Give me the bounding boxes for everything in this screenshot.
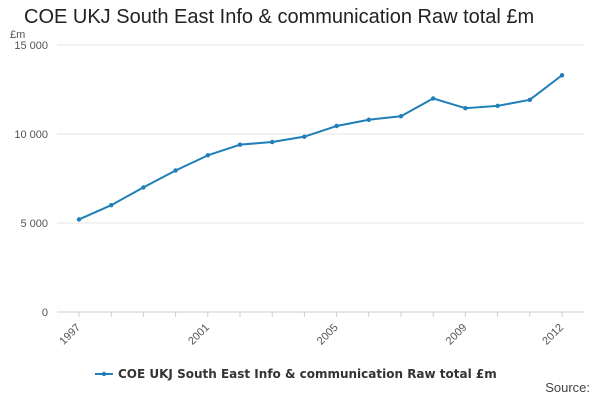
chart-title: COE UKJ South East Info & communication … bbox=[24, 6, 535, 28]
series-line bbox=[78, 74, 563, 221]
data-point bbox=[205, 153, 210, 158]
data-point bbox=[270, 139, 275, 145]
x-tick-label: 1997 bbox=[57, 322, 83, 348]
data-point bbox=[559, 73, 565, 78]
data-point bbox=[302, 134, 307, 139]
legend[interactable]: COE UKJ South East Info & communication … bbox=[95, 367, 497, 381]
data-point bbox=[366, 117, 371, 122]
y-tick-label: 10 000 bbox=[14, 129, 48, 141]
data-point bbox=[173, 168, 178, 173]
data-point bbox=[431, 96, 436, 101]
y-tick-label: 0 bbox=[42, 307, 48, 319]
data-point bbox=[334, 123, 339, 129]
series-group bbox=[76, 73, 565, 222]
gridlines bbox=[57, 44, 584, 313]
data-point bbox=[398, 114, 404, 119]
data-point bbox=[495, 103, 500, 109]
x-tick-label: 2012 bbox=[540, 322, 566, 348]
data-point bbox=[76, 217, 82, 222]
x-tick-label: 2001 bbox=[186, 322, 212, 348]
y-tick-label: 15 000 bbox=[14, 40, 48, 52]
data-point bbox=[463, 105, 468, 111]
x-axis-ticks: 1997 2001 2005 2009 2012 bbox=[57, 312, 566, 347]
x-tick-label: 2009 bbox=[444, 322, 470, 348]
data-point bbox=[237, 142, 243, 147]
source-label[interactable]: Source: bbox=[545, 380, 590, 395]
y-axis-ticks: 0 5 000 10 000 15 000 bbox=[14, 40, 48, 319]
data-point bbox=[109, 203, 114, 208]
data-point bbox=[141, 185, 146, 190]
data-point bbox=[527, 97, 532, 103]
x-tick-label: 2005 bbox=[315, 322, 341, 348]
y-tick-label: 5 000 bbox=[20, 218, 48, 230]
legend-swatch-marker bbox=[101, 371, 107, 377]
legend-label: COE UKJ South East Info & communication … bbox=[118, 367, 497, 381]
y-axis-unit-label: £m bbox=[10, 29, 26, 41]
